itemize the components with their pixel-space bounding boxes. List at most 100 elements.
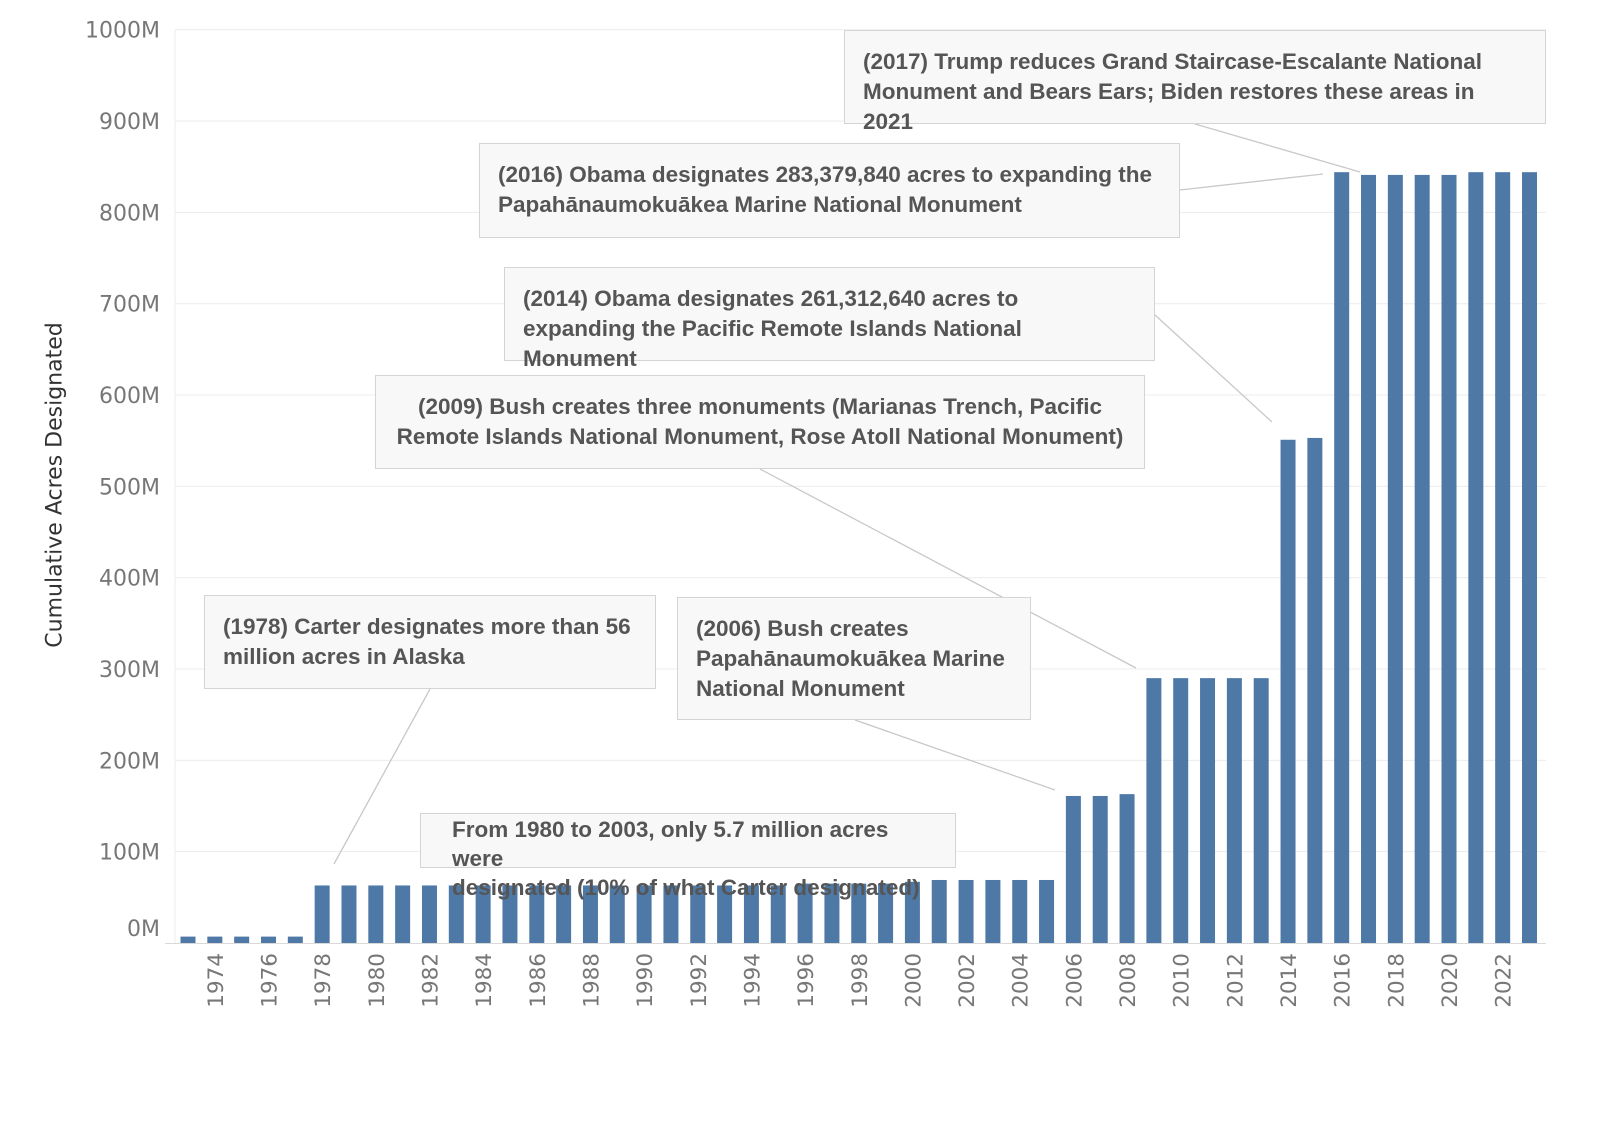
- bar-2023: [1522, 172, 1537, 943]
- bar-2018: [1387, 174, 1403, 944]
- bar-2003: [985, 879, 1001, 943]
- y-axis-ticks: 0M 100M 200M 300M 400M 500M 600M 700M 800M 900M 10…: [85, 19, 160, 942]
- x-tick-label: 1976: [257, 953, 282, 1008]
- x-axis-ticks: 1974 1976 1978 1980 1982 1984 1986 1988 1990 1992…: [204, 953, 1517, 1008]
- x-tick-label: 2022: [1492, 953, 1517, 1008]
- bar-2001: [931, 879, 947, 943]
- y-tick-label: 400M: [99, 567, 160, 592]
- bar-1982: [421, 885, 437, 943]
- bar-2010: [1173, 678, 1189, 943]
- annotation-leaders: [333, 123, 1361, 865]
- x-tick-label: 1982: [418, 953, 443, 1008]
- bar-2008: [1119, 794, 1135, 943]
- y-axis-label: Cumulative Acres Designated: [42, 322, 68, 648]
- annotation-leader-line: [333, 688, 431, 865]
- x-tick-label: 1986: [526, 953, 551, 1008]
- annotation-2009: (2009) Bush creates three monuments (Mar…: [375, 375, 1145, 469]
- annotation-leader-line: [1179, 173, 1324, 191]
- bar-1980: [368, 885, 384, 943]
- bar-1999: [878, 883, 894, 943]
- bar-2005: [1039, 879, 1055, 943]
- bar-1998: [851, 883, 867, 943]
- x-tick-label: 2002: [955, 953, 980, 1008]
- annotation-leader-line: [1194, 123, 1361, 173]
- bar-1990: [636, 885, 652, 943]
- bar-1975: [234, 936, 250, 943]
- y-tick-label: 300M: [99, 658, 160, 683]
- x-tick-label: 2018: [1384, 953, 1409, 1008]
- x-tick-label: 1984: [472, 953, 497, 1008]
- bar-1985: [502, 885, 518, 943]
- bar-2014: [1280, 439, 1296, 943]
- y-tick-label: 200M: [99, 749, 160, 774]
- x-tick-label: 2006: [1062, 953, 1087, 1008]
- bar-2022: [1495, 172, 1511, 943]
- y-tick-label: 900M: [99, 110, 160, 135]
- bars: [180, 172, 1537, 944]
- bar-2011: [1200, 678, 1216, 943]
- bar-2015: [1307, 437, 1323, 943]
- annotation-1980-2003: From 1980 to 2003, only 5.7 million acre…: [420, 813, 956, 900]
- bar-1992: [690, 885, 706, 943]
- bar-2013: [1253, 678, 1269, 943]
- bar-1974: [207, 936, 223, 943]
- bar-1981: [395, 885, 411, 943]
- annotation-2014: (2014) Obama designates 261,312,640 acre…: [504, 267, 1155, 371]
- x-tick-label: 1988: [579, 953, 604, 1008]
- x-tick-label: 1978: [311, 953, 336, 1008]
- bar-1984: [475, 885, 491, 943]
- bar-1978: [314, 885, 330, 943]
- x-tick-label: 1990: [633, 953, 658, 1008]
- bar-1989: [609, 885, 625, 943]
- bar-1991: [663, 885, 679, 943]
- x-tick-label: 2020: [1438, 953, 1463, 1008]
- annotation-2006: (2006) Bush creates Papahānaumokuākea Ma…: [677, 597, 1031, 720]
- annotation-leader-line: [1154, 314, 1273, 423]
- x-tick-label: 2010: [1170, 953, 1195, 1008]
- annotation-2016: (2016) Obama designates 283,379,840 acre…: [479, 143, 1180, 238]
- y-tick-label: 500M: [99, 475, 160, 500]
- bar-1995: [770, 885, 786, 943]
- x-tick-label: 1974: [204, 953, 229, 1008]
- x-tick-label: 1992: [687, 953, 712, 1008]
- x-tick-label: 2016: [1331, 953, 1356, 1008]
- y-tick-label: 0M: [127, 917, 160, 942]
- bar-1977: [287, 936, 303, 943]
- bar-1986: [529, 885, 545, 943]
- y-tick-label: 1000M: [85, 19, 160, 44]
- bar-2007: [1092, 795, 1108, 943]
- annotation-2017: (2017) Trump reduces Grand Staircase-Esc…: [844, 30, 1546, 134]
- bar-2004: [1012, 879, 1028, 943]
- x-tick-label: 2012: [1223, 953, 1248, 1008]
- bar-1976: [260, 936, 276, 943]
- y-tick-label: 700M: [99, 293, 160, 318]
- x-tick-label: 2004: [1009, 953, 1034, 1008]
- x-tick-label: 2014: [1277, 953, 1302, 1008]
- y-tick-label: 100M: [99, 841, 160, 866]
- bar-2000: [904, 881, 920, 943]
- bar-1994: [743, 885, 759, 943]
- bar-1983: [448, 885, 464, 943]
- bar-2020: [1441, 174, 1457, 944]
- annotation-leader-line: [759, 468, 1137, 669]
- annotation-leader-line: [854, 719, 1056, 791]
- y-tick-label: 800M: [99, 201, 160, 226]
- x-tick-label: 1996: [794, 953, 819, 1008]
- x-tick-label: 2008: [1116, 953, 1141, 1008]
- x-tick-label: 1994: [740, 953, 765, 1008]
- annotation-1978: (1978) Carter designates more than 56 mi…: [204, 595, 656, 689]
- bar-1988: [582, 885, 598, 943]
- bar-1993: [717, 885, 733, 943]
- bar-2021: [1468, 172, 1484, 943]
- bar-1997: [824, 883, 840, 943]
- x-tick-label: 1998: [848, 953, 873, 1008]
- y-tick-label: 600M: [99, 384, 160, 409]
- bar-2019: [1414, 174, 1430, 944]
- bar-2006: [1065, 795, 1081, 943]
- bar-1996: [797, 883, 813, 943]
- x-tick-label: 2000: [901, 953, 926, 1008]
- bar-1973: [180, 936, 196, 943]
- bar-2017: [1361, 174, 1377, 944]
- bar-1987: [556, 885, 572, 943]
